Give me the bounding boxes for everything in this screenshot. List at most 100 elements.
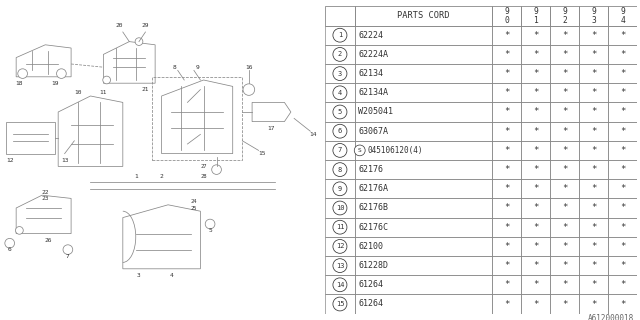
Text: 9: 9 [338,186,342,192]
Bar [493,6,522,26]
Text: 62176B: 62176B [358,204,388,212]
Bar [550,275,579,294]
Text: 14: 14 [335,282,344,288]
Bar [522,218,550,237]
Text: *: * [563,108,568,116]
Bar [522,160,550,179]
Text: PARTS CORD: PARTS CORD [397,12,450,20]
Bar [355,198,493,218]
Text: 6: 6 [338,128,342,134]
Text: *: * [504,280,509,289]
Text: 20: 20 [116,23,124,28]
Bar [355,102,493,122]
Text: 6: 6 [8,247,12,252]
Text: *: * [591,300,596,308]
Text: *: * [504,146,509,155]
Text: 1: 1 [134,173,138,179]
Text: *: * [504,204,509,212]
Bar [493,102,522,122]
Circle shape [333,143,347,157]
Text: *: * [620,146,626,155]
Text: *: * [591,184,596,193]
Text: *: * [563,50,568,59]
Bar [522,179,550,198]
Bar [355,45,493,64]
Bar [325,45,355,64]
Text: 5: 5 [208,228,212,233]
Text: *: * [504,261,509,270]
Bar [550,83,579,102]
Text: *: * [504,108,509,116]
Bar [325,102,355,122]
Circle shape [333,163,347,177]
Bar [579,102,609,122]
Text: *: * [591,50,596,59]
Circle shape [333,67,347,81]
Polygon shape [252,102,291,122]
Text: *: * [504,242,509,251]
Bar [493,122,522,141]
Text: 4: 4 [170,273,173,278]
Text: *: * [591,69,596,78]
Text: 10: 10 [335,205,344,211]
Text: 16: 16 [245,65,253,70]
Text: 25: 25 [191,205,197,211]
Bar [550,256,579,275]
Text: 2: 2 [338,52,342,57]
Text: *: * [620,242,626,251]
Text: A612000018: A612000018 [588,314,634,320]
Bar [579,179,609,198]
Bar [493,45,522,64]
Bar [325,275,355,294]
Text: *: * [533,31,539,40]
Circle shape [333,239,347,253]
Bar [579,122,609,141]
Bar [579,275,609,294]
Text: S: S [358,148,362,153]
Bar [579,6,609,26]
Text: 61264: 61264 [358,280,383,289]
Text: 19: 19 [51,81,59,86]
Text: 1: 1 [338,32,342,38]
Text: *: * [504,223,509,232]
Text: 9
0: 9 0 [504,7,509,25]
Text: *: * [563,242,568,251]
Polygon shape [161,80,233,154]
Bar [522,83,550,102]
Bar [493,256,522,275]
Polygon shape [16,45,71,77]
Bar [325,141,355,160]
Bar [609,6,637,26]
Circle shape [205,219,215,229]
Circle shape [333,220,347,234]
Bar [609,122,637,141]
Bar [522,141,550,160]
Bar [152,77,243,160]
Bar [522,294,550,314]
Text: 045106120(4): 045106120(4) [367,146,423,155]
Bar [355,237,493,256]
Bar [609,64,637,83]
Text: 62176: 62176 [358,165,383,174]
Text: *: * [563,261,568,270]
Text: *: * [533,261,539,270]
Circle shape [135,38,143,45]
Bar [550,122,579,141]
Bar [355,122,493,141]
Text: *: * [504,69,509,78]
Bar [493,160,522,179]
Text: *: * [504,50,509,59]
Bar [550,198,579,218]
Bar [579,26,609,45]
Circle shape [333,297,347,311]
Text: 12: 12 [335,244,344,249]
Text: *: * [504,88,509,97]
Bar [579,237,609,256]
Text: *: * [533,69,539,78]
Text: 17: 17 [268,125,275,131]
Text: *: * [533,280,539,289]
Bar [355,179,493,198]
Bar [493,294,522,314]
Polygon shape [16,195,71,234]
Text: *: * [563,31,568,40]
